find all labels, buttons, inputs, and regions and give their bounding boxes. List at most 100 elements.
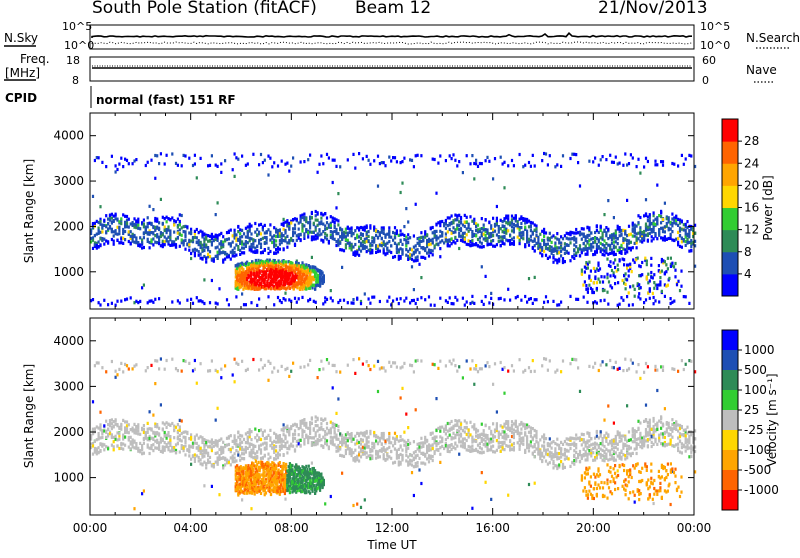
power-cell [660,215,662,218]
power-cell [124,158,126,161]
power-cell [626,239,628,242]
power-cell [460,217,462,220]
power-cell [132,240,134,243]
velocity-cell [113,425,115,428]
velocity-cell [364,452,366,455]
power-cell [211,237,213,240]
velocity-cell [220,446,222,449]
velocity-cell [292,424,294,427]
power-cell [640,286,642,289]
velocity-cell [154,359,156,362]
velocity-cell [258,368,260,371]
velocity-cell [135,363,137,366]
power-cell [294,231,296,234]
velocity-cell [105,420,107,423]
velocity-cell [201,449,203,452]
power-cell [294,227,296,230]
power-cell [188,243,190,246]
power-cell [273,240,275,243]
power-cell [292,234,294,237]
power-cell [543,231,545,234]
power-cell [526,221,528,224]
power-cell [681,237,683,240]
power-cell [145,164,147,167]
power-cell [183,225,185,228]
power-cell [526,237,528,240]
power-cell [690,242,692,245]
power-cell [200,299,202,302]
power-cell [334,238,336,241]
power-cell [300,218,302,221]
power-cell [434,230,436,233]
power-cell [132,162,134,165]
velocity-cell [317,376,319,379]
power-cell [245,235,247,238]
velocity-cell [366,456,368,459]
power-cell [462,297,464,300]
velocity-cell [339,432,341,435]
power-cell [670,257,672,260]
power-cell [664,237,666,240]
power-cell [662,160,664,163]
velocity-cell [241,360,243,363]
power-cell [311,211,313,214]
velocity-cell [179,425,181,428]
power-cell [262,250,264,253]
power-cell [575,252,577,255]
power-cell [641,240,643,243]
power-cell [617,281,619,284]
velocity-cell [98,437,100,440]
velocity-cell [275,449,277,452]
velocity-cell [196,382,198,385]
power-cell [547,163,549,166]
power-cell [434,244,436,247]
power-cell [462,232,464,235]
nave-top: 60 [702,54,716,67]
power-cell [265,287,267,290]
velocity-cell [300,366,302,369]
power-cell [247,225,249,228]
power-cell [543,301,545,304]
velocity-cell [158,367,160,370]
power-cell [358,254,360,257]
power-cell [688,229,690,232]
velocity-cell [264,429,266,432]
power-cell [454,230,456,233]
power-cell [366,250,368,253]
power-cell [326,298,328,301]
power-cell [352,298,354,301]
power-cell [267,155,269,158]
power-cell [619,234,621,237]
velocity-cell [181,444,183,447]
power-cell [547,247,549,250]
velocity-cell [377,450,379,453]
power-cell [217,302,219,305]
velocity-cell [284,498,286,501]
velocity-cell [369,368,371,371]
velocity-cell [267,453,269,456]
power-cell [254,239,256,242]
power-cell [222,235,224,238]
power-cell [320,239,322,242]
power-cell [250,232,252,235]
power-cell [192,249,194,252]
power-cell [400,297,402,300]
velocity-cell [118,368,120,371]
velocity-cell [362,446,364,449]
power-cell [534,164,536,167]
power-cell [290,221,292,224]
power-cell [466,154,468,157]
power-cell [388,233,390,236]
power-cell [690,154,692,157]
power-cell [115,164,117,167]
power-cell [418,251,420,254]
power-cell [664,230,666,233]
velocity-cell [213,441,215,444]
power-cell [666,225,668,228]
power-cell [515,216,517,219]
power-cell [685,295,687,298]
power-cell [688,235,690,238]
power-cell [571,153,573,156]
power-cell [630,241,632,244]
power-cell [313,231,315,234]
